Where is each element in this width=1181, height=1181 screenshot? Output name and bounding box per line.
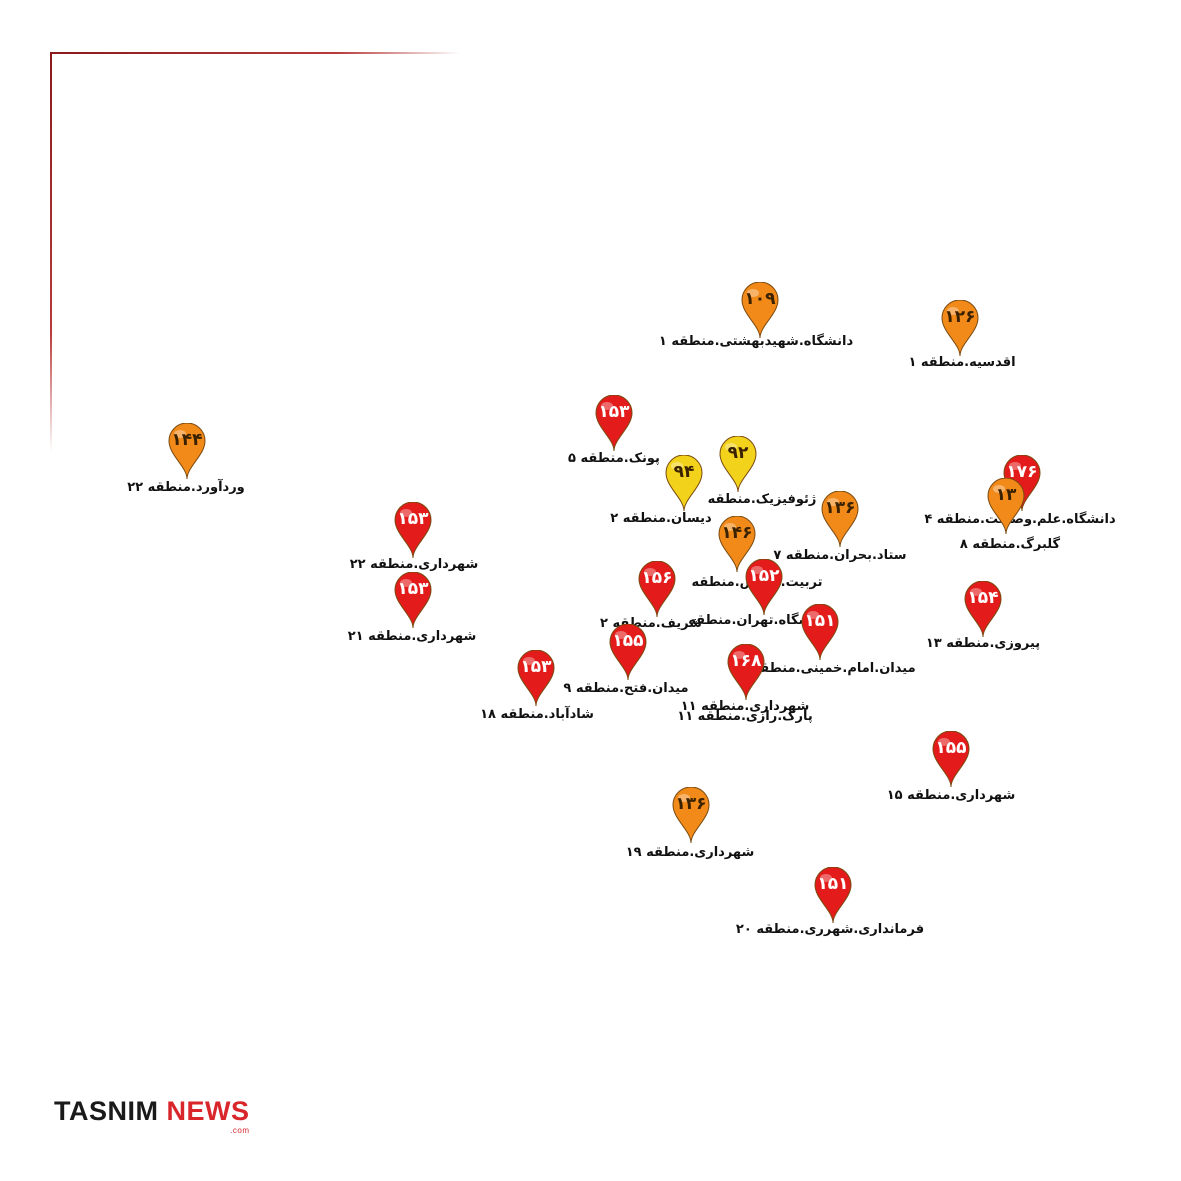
station-aqi-value: ۱۴۶ [721, 523, 753, 543]
station-marker[interactable]: ۱۴۴ [167, 423, 207, 481]
station-label: ستاد.بحران.منطقه ۷ [773, 548, 907, 563]
map-pin-icon [745, 559, 783, 616]
station-marker[interactable]: ۱۵۳ [516, 650, 556, 708]
station-label: فرمانداری.شهرری.منطقه ۲۰ [735, 922, 925, 937]
station-aqi-value: ۱۳۶ [675, 794, 707, 814]
station-marker[interactable]: ۱۵۳ [393, 502, 433, 560]
station-label: گلبرگ.منطقه ۸ [959, 537, 1061, 552]
frame-left-border [50, 52, 52, 452]
map-pin-icon [394, 572, 432, 629]
station-marker[interactable]: ۱۲۶ [940, 300, 980, 358]
station-label: شهرداری.منطقه ۱۹ [625, 845, 755, 860]
station-aqi-value: ۱۵۵ [612, 631, 644, 651]
station-aqi-value: ۱۵۱ [817, 874, 849, 894]
station-label: دانشگاه.علم.وصنعت.منطقه ۴ [924, 512, 1116, 527]
station-marker[interactable]: ۱۷۶ [1002, 455, 1042, 513]
logo-word-tasnim: TASNIM [54, 1096, 159, 1126]
station-label: دانشگاه.شهیدبهشتی.منطقه ۱ [658, 334, 854, 349]
station-marker[interactable]: ۹۲ [718, 436, 758, 494]
tasnim-news-logo: TASNIM NEWS .com [54, 1096, 250, 1135]
station-aqi-value: ۱۵۱ [804, 611, 836, 631]
map-pin-icon [801, 604, 839, 661]
station-marker[interactable]: ۱۳۶ [671, 787, 711, 845]
station-label: پیروزی.منطقه ۱۳ [925, 636, 1041, 651]
station-marker[interactable]: ۱۵۵ [608, 624, 648, 682]
station-aqi-value: ۱۵۵ [935, 738, 967, 758]
station-aqi-value: ۱۶۸ [730, 651, 762, 671]
map-pin-icon [741, 282, 779, 339]
station-marker[interactable]: ۱۴۶ [717, 516, 757, 574]
map-pin-icon [821, 491, 859, 548]
logo-suffix: .com [230, 1126, 250, 1135]
station-aqi-value: ۱۵۳ [397, 579, 429, 599]
station-label: شهرداری.منطقه ۲۲ [349, 557, 479, 572]
station-marker[interactable]: ۹۴ [664, 455, 704, 513]
station-marker[interactable]: ۱۵۱ [800, 604, 840, 662]
map-pin-icon [964, 581, 1002, 638]
station-aqi-value: ۱۴۴ [171, 430, 203, 450]
map-pin-icon [719, 436, 757, 493]
station-marker[interactable]: ۱۵۱ [813, 867, 853, 925]
map-pin-icon [727, 644, 765, 701]
station-aqi-value: ۱۷۶ [1006, 462, 1038, 482]
station-aqi-value: ۱۵۴ [967, 588, 999, 608]
station-marker[interactable]: ۱۶۸ [726, 644, 766, 702]
station-aqi-value: ۱۵۳ [598, 402, 630, 422]
station-label: ژئوفیزیک.منطقه [707, 492, 817, 507]
map-pin-icon [394, 502, 432, 559]
station-label: شهرداری.منطقه ۱۵ [886, 788, 1016, 803]
station-marker[interactable]: ۱۵۵ [931, 731, 971, 789]
station-aqi-value: ۱۳۶ [824, 498, 856, 518]
station-marker[interactable]: ۱۰۹ [740, 282, 780, 340]
station-label: شادآباد.منطقه ۱۸ [480, 707, 594, 722]
station-label: دیسان.منطقه ۲ [610, 511, 712, 526]
station-marker[interactable]: ۱۳۶ [820, 491, 860, 549]
map-pin-icon [517, 650, 555, 707]
frame-top-border [50, 52, 460, 54]
station-label: دانشگاه.تهران.منطقه [688, 613, 828, 628]
station-aqi-value: ۱۳ [995, 485, 1017, 505]
map-pin-icon [941, 300, 979, 357]
map-pin-icon [718, 516, 756, 573]
station-aqi-value: ۱۲۶ [944, 307, 976, 327]
logo-word-news: NEWS [166, 1096, 250, 1126]
station-aqi-value: ۹۲ [727, 443, 749, 463]
map-pin-icon [609, 624, 647, 681]
station-marker[interactable]: ۱۵۴ [963, 581, 1003, 639]
station-aqi-value: ۱۵۳ [520, 657, 552, 677]
map-pin-icon [595, 395, 633, 452]
station-label: میدان.امام.خمینی.منطقه [752, 661, 916, 676]
station-label: وردآورد.منطقه ۲۲ [127, 480, 245, 495]
station-marker[interactable]: ۱۵۲ [744, 559, 784, 617]
map-pin-icon [932, 731, 970, 788]
station-label: پارک.رازی.منطقه ۱۱ [677, 709, 813, 724]
station-label: شهرداری.منطقه ۲۱ [347, 629, 477, 644]
map-pin-icon [814, 867, 852, 924]
station-label: میدان.فتح.منطقه ۹ [563, 681, 689, 696]
station-aqi-value: ۱۰۹ [744, 289, 776, 309]
station-aqi-value: ۱۵۶ [641, 568, 673, 588]
station-label: شهرداری.منطقه ۱۱ [680, 699, 810, 714]
station-label: اقدسیه.منطقه ۱ [908, 355, 1016, 370]
map-pin-icon [987, 478, 1025, 535]
map-pin-icon [638, 561, 676, 618]
station-label: پونک.منطقه ۵ [568, 451, 660, 466]
station-marker[interactable]: ۱۵۶ [637, 561, 677, 619]
map-pin-icon [168, 423, 206, 480]
station-marker[interactable]: ۱۵۳ [594, 395, 634, 453]
station-aqi-value: ۹۴ [673, 462, 695, 482]
map-pin-icon [665, 455, 703, 512]
station-marker[interactable]: ۱۵۳ [393, 572, 433, 630]
station-marker[interactable]: ۱۳ [986, 478, 1026, 536]
station-aqi-value: ۱۵۳ [397, 509, 429, 529]
map-pin-icon [672, 787, 710, 844]
station-aqi-value: ۱۵۲ [748, 566, 780, 586]
